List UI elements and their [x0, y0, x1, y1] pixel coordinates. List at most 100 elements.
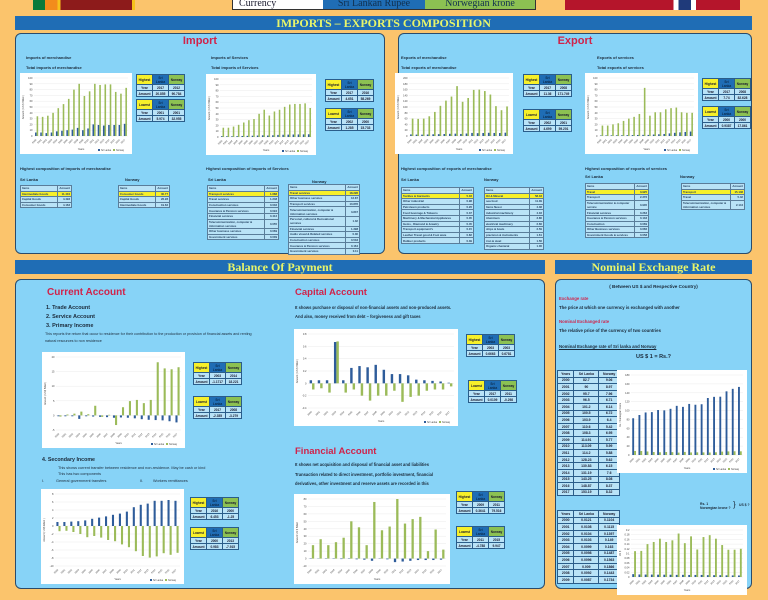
stat-sl-amount: 7.74 — [719, 95, 735, 101]
x-tick-label: 2000 — [307, 410, 313, 416]
stat-label: Lowest — [194, 397, 210, 407]
bar-norway — [107, 526, 109, 540]
legend-label: Sri Lanka — [153, 579, 164, 582]
sri-lanka-cell: 108.3 — [574, 430, 599, 437]
bar-sri-lanka — [82, 130, 84, 136]
bar-sri-lanka — [70, 522, 72, 526]
bar-sri-lanka — [61, 131, 63, 136]
x-tick-label: 2014 — [151, 568, 157, 574]
bar-sri-lanka — [120, 415, 122, 417]
bar-sri-lanka — [682, 407, 684, 455]
bar-sri-lanka — [448, 383, 450, 384]
imports-merch-comp-title: Highest composition of imports of mercha… — [20, 166, 111, 171]
year-cell: 2013 — [558, 463, 574, 470]
bar-norway — [120, 94, 122, 136]
bar-norway — [649, 116, 651, 136]
financial-account-title: Financial Account — [295, 446, 376, 457]
stat-no-header: Norway — [169, 75, 185, 85]
bar-norway — [80, 412, 82, 416]
stat-sl-header: Sri Lanka — [473, 492, 489, 502]
bar-norway — [734, 550, 736, 577]
bar-sri-lanka — [432, 559, 434, 560]
bar-norway — [640, 451, 642, 455]
year-cell: 2012 — [558, 456, 574, 463]
bar-sri-lanka — [688, 575, 690, 577]
legend-swatch — [479, 149, 481, 151]
stat-sl-header: Sri Lanka — [342, 109, 358, 119]
x-tick-label: 2001 — [61, 432, 67, 438]
sri-lanka-cell: 143.25 — [574, 476, 599, 483]
bar-sri-lanka — [92, 124, 94, 136]
x-tick-label: 2011 — [130, 568, 136, 574]
no-currency: Norwegian krone — [425, 0, 535, 9]
x-tick-label: 2002 — [641, 457, 647, 463]
y-tick-label: 40 — [304, 527, 307, 531]
bar-norway — [419, 517, 421, 559]
bar-norway — [312, 383, 314, 389]
table-header: Amount — [156, 186, 170, 192]
bar-norway — [634, 551, 636, 577]
y-axis-label: Rs. / Norwegian Krone — [619, 402, 622, 427]
bar-norway — [263, 110, 265, 137]
bar-sri-lanka — [113, 415, 115, 417]
legend-label: Norway — [169, 443, 178, 446]
x-tick-label: 2004 — [337, 568, 343, 574]
bar-norway — [417, 119, 419, 136]
bar-sri-lanka — [221, 136, 223, 137]
bar-norway — [389, 527, 391, 559]
bar-norway — [665, 542, 667, 577]
bar-sri-lanka — [105, 516, 107, 526]
bar-norway — [654, 112, 656, 136]
x-tick-label: 2012 — [404, 410, 410, 416]
sri-lanka-cell: 114.91 — [574, 436, 599, 443]
stat-sl-amount: 0.983 — [207, 544, 223, 550]
stat-row-label: Amount — [326, 96, 342, 102]
sri-lanka-cell: 0.0098 — [574, 550, 599, 557]
stat-no-header: Norway — [501, 381, 517, 391]
country-sri-lanka: Sri Lanka — [401, 177, 419, 182]
bar-sri-lanka — [257, 136, 259, 137]
bar-sri-lanka — [282, 135, 284, 137]
bar-norway — [312, 545, 314, 558]
x-tick-label: 2009 — [376, 568, 382, 574]
x-axis-label: Years — [684, 588, 691, 592]
stat-sl-header: Sri Lanka — [210, 397, 226, 407]
table-row: Telecommunication, computer & informatio… — [208, 219, 279, 229]
y-axis-label: US $ — [619, 550, 622, 556]
item-amount: 1.06 — [530, 243, 544, 249]
y-tick-label: 15 — [52, 370, 55, 374]
bar-norway — [377, 383, 379, 395]
x-axis-label: Years — [378, 419, 385, 423]
y-tick-label: 80 — [304, 497, 307, 501]
x-tick-label: 2012 — [137, 568, 143, 574]
bar-sri-lanka — [399, 374, 401, 383]
bar-sri-lanka — [252, 136, 254, 137]
bar-sri-lanka — [226, 136, 228, 137]
bar-sri-lanka — [45, 133, 47, 136]
exports-merch-sub: Total exports of merchandise — [401, 65, 457, 70]
x-tick-label: 2012 — [138, 432, 144, 438]
bar-norway — [65, 526, 67, 531]
y-tick-label: 0.2 — [303, 369, 307, 373]
y-tick-label: 50 — [595, 105, 598, 109]
bar-sri-lanka — [438, 134, 440, 136]
x-tick-label: 2009 — [380, 410, 386, 416]
stat-sl-header: Sri Lanka — [153, 100, 169, 110]
bar-sri-lanka — [231, 136, 233, 137]
bar-sri-lanka — [637, 135, 639, 136]
stat-row-label: Amount — [191, 514, 207, 520]
